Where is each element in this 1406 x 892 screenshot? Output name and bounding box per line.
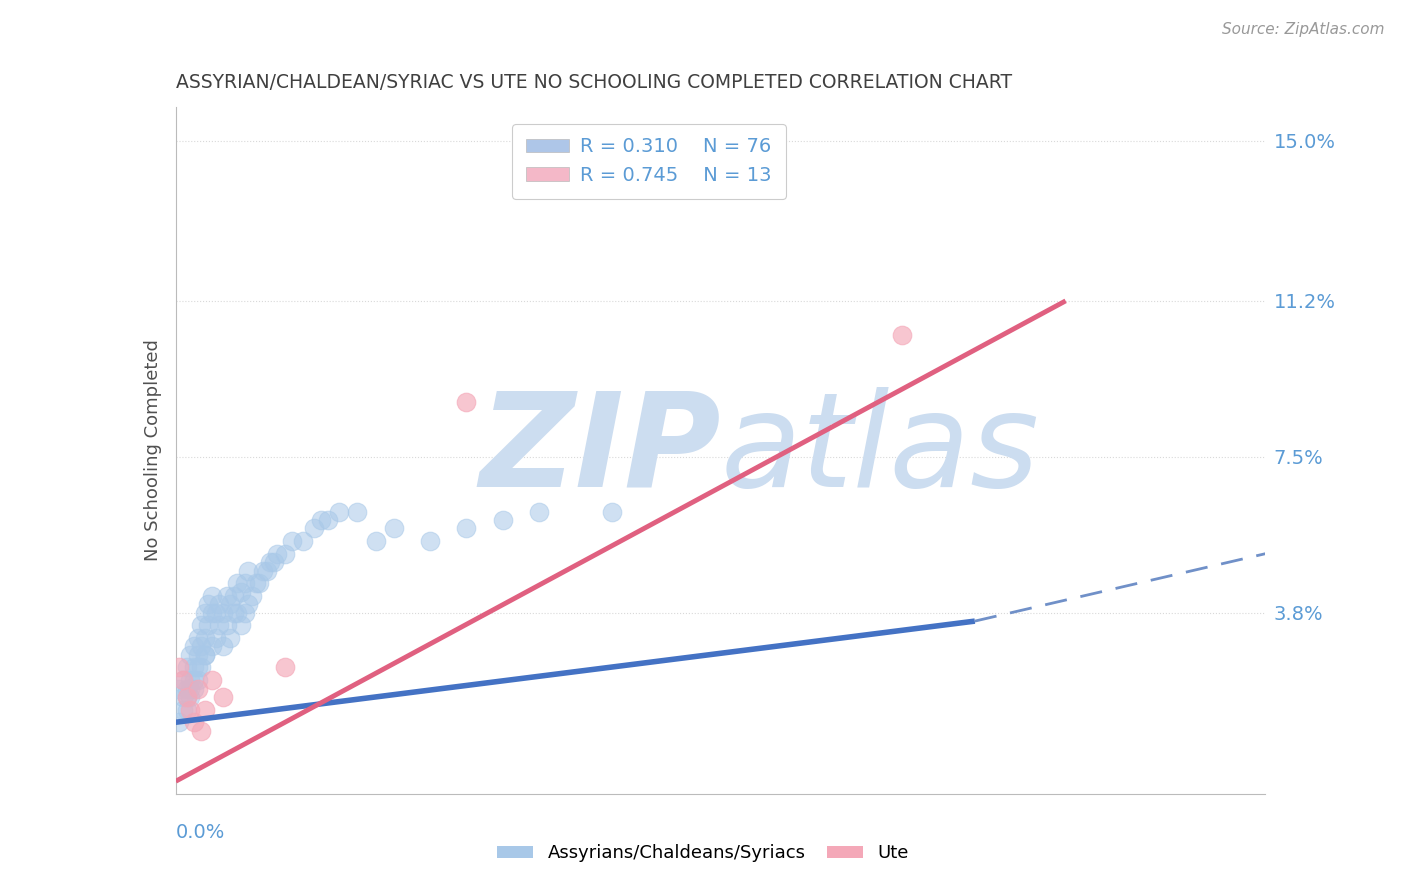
Point (226, 576, 249, 591)
Point (194, 631, 217, 645)
Point (364, 534, 387, 549)
Point (183, 640, 205, 654)
Point (231, 618, 253, 632)
Legend: R = 0.310    N = 76, R = 0.745    N = 13: R = 0.310 N = 76, R = 0.745 N = 13 (512, 124, 786, 199)
Point (222, 589, 245, 603)
Point (309, 513, 332, 527)
Point (240, 589, 263, 603)
Point (190, 640, 212, 654)
Point (252, 564, 274, 578)
Point (201, 606, 224, 620)
Point (186, 673, 209, 687)
Point (194, 648, 217, 662)
Point (169, 660, 191, 674)
Point (186, 660, 209, 674)
Point (201, 640, 224, 654)
Point (281, 534, 304, 549)
Point (176, 681, 198, 696)
Point (197, 597, 219, 611)
Point (183, 715, 205, 730)
Point (226, 606, 249, 620)
Point (186, 648, 209, 662)
Point (527, 504, 550, 518)
Point (176, 690, 198, 704)
Point (600, 504, 623, 518)
Point (190, 618, 212, 632)
Point (190, 660, 212, 674)
Point (172, 703, 194, 717)
Point (238, 564, 260, 578)
Point (190, 723, 212, 738)
Point (186, 681, 209, 696)
Text: ZIP: ZIP (479, 387, 721, 514)
Point (238, 597, 260, 611)
Point (233, 576, 256, 591)
Point (172, 673, 194, 687)
Point (176, 660, 198, 674)
Point (259, 555, 281, 569)
Point (212, 640, 235, 654)
Point (256, 564, 278, 578)
Point (231, 584, 253, 599)
Point (179, 673, 201, 687)
Point (274, 547, 297, 561)
Point (266, 547, 288, 561)
Point (222, 606, 245, 620)
Point (891, 327, 914, 342)
Point (263, 555, 285, 569)
Point (201, 589, 224, 603)
Point (204, 631, 226, 645)
Point (419, 534, 441, 549)
Point (186, 631, 209, 645)
Point (176, 703, 198, 717)
Point (208, 618, 231, 632)
Point (219, 631, 242, 645)
Point (179, 690, 201, 704)
Point (219, 597, 242, 611)
Point (245, 576, 267, 591)
Point (328, 504, 350, 518)
Point (179, 703, 201, 717)
Point (204, 606, 226, 620)
Point (346, 504, 368, 518)
Legend: Assyrians/Chaldeans/Syriacs, Ute: Assyrians/Chaldeans/Syriacs, Ute (489, 838, 917, 870)
Text: Source: ZipAtlas.com: Source: ZipAtlas.com (1222, 22, 1385, 37)
Y-axis label: No Schooling Completed: No Schooling Completed (143, 340, 162, 561)
Point (197, 618, 219, 632)
Point (215, 589, 238, 603)
Point (169, 681, 191, 696)
Point (201, 673, 224, 687)
Point (172, 690, 194, 704)
Point (382, 521, 405, 535)
Point (183, 681, 205, 696)
Point (247, 576, 270, 591)
Point (194, 648, 217, 662)
Point (208, 597, 231, 611)
Point (233, 606, 256, 620)
Point (318, 513, 340, 527)
Point (456, 521, 478, 535)
Point (291, 534, 314, 549)
Point (456, 395, 478, 409)
Point (194, 606, 217, 620)
Point (176, 690, 198, 704)
Point (179, 648, 201, 662)
Point (194, 703, 217, 717)
Point (212, 690, 235, 704)
Point (172, 673, 194, 687)
Point (212, 606, 235, 620)
Point (169, 715, 191, 730)
Point (183, 673, 205, 687)
Point (492, 513, 515, 527)
Text: ASSYRIAN/CHALDEAN/SYRIAC VS UTE NO SCHOOLING COMPLETED CORRELATION CHART: ASSYRIAN/CHALDEAN/SYRIAC VS UTE NO SCHOO… (176, 72, 1012, 92)
Text: 0.0%: 0.0% (176, 822, 225, 842)
Point (274, 660, 297, 674)
Point (179, 681, 201, 696)
Text: atlas: atlas (721, 387, 1039, 514)
Point (215, 618, 238, 632)
Point (183, 660, 205, 674)
Point (302, 521, 325, 535)
